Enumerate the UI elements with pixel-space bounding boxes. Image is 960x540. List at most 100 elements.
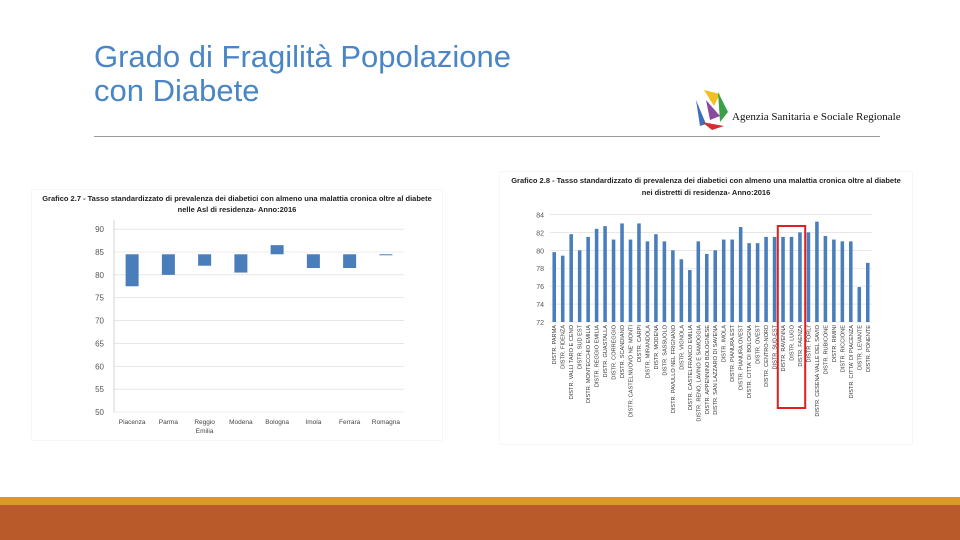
chart2-bar — [560, 255, 565, 322]
chart2-ytick-label: 74 — [536, 302, 544, 309]
chart2-bar — [603, 226, 607, 322]
chart2-highlight-box — [776, 225, 807, 409]
chart2-xtick-label: DISTR. PAVULLO NEL FRIGNANO — [671, 324, 677, 413]
chart2-xtick-label: DISTR. CESENA VALLE DEL SAVIO — [815, 324, 821, 416]
chart1-xtick-label: Piacenza — [119, 419, 146, 426]
chart2-ytick-label: 78 — [536, 266, 544, 273]
chart2-xtick-label: DISTR. CENTRO-NORD — [764, 325, 770, 387]
chart2-bar — [611, 239, 616, 322]
chart2-xtick-label: DISTR. SUD-EST — [773, 324, 779, 369]
chart2-bar — [764, 236, 768, 322]
chart2-bar — [772, 236, 777, 322]
chart2-bar — [654, 234, 658, 322]
chart2-xtick-label: DISTR. CORREGGIO — [612, 324, 618, 379]
chart1-bar — [161, 254, 175, 275]
chart1-xtick-label: Bologna — [265, 419, 289, 426]
agency-name: Agenzia Sanitaria e Sociale Regionale — [732, 111, 901, 123]
chart1-ytick-label: 75 — [95, 294, 104, 303]
chart2-xtick-label: DISTR. SAN LAZZARO DI SAVENA — [713, 325, 719, 415]
chart2-subtitle: nei distretti di residenza- Anno:2016 — [641, 188, 771, 197]
chart2-xtick-label: DISTR. CITTA' DI BOLOGNA — [747, 325, 753, 398]
chart2-bar — [628, 239, 633, 322]
slide-title-line1: Grado di Fragilità Popolazione — [94, 39, 512, 74]
chart2-bar — [552, 252, 557, 322]
chart2-bar — [637, 223, 641, 322]
chart2-xtick-label: DISTR. PARMA — [552, 325, 558, 365]
chart2-xtick-label: DISTR. CITTA' DI PIACENZA — [849, 325, 855, 399]
chart2-bar — [789, 236, 794, 322]
chart2-bar — [679, 259, 684, 322]
chart2-xtick-label: DISTR. MODENA — [654, 325, 660, 370]
chart2-xtick-label: DISTR. VALLI TARO E CENO — [569, 324, 575, 399]
chart2-title: Grafico 2.8 - Tasso standardizzato di pr… — [511, 176, 901, 185]
chart2-xtick-label: DISTR. LUGO — [790, 324, 796, 360]
chart1-subtitle: nelle Asl di residenza- Anno:2016 — [177, 205, 297, 214]
chart1-xtick-label: Parma — [159, 419, 179, 426]
chart2-svg: 72 74 76 78 80 82 84 DISTR. PARMA DISTR. FIDENZA… — [536, 212, 872, 422]
chart2-xtick-label: DISTR. RIMINI — [832, 325, 838, 363]
chart1-xtick-label: Ferrara — [339, 419, 361, 426]
chart2-xtick-label: DISTR. SUD EST — [578, 324, 584, 369]
chart2-xtick-label: DISTR. RUBICONE — [823, 325, 829, 375]
chart1-bar — [379, 254, 393, 256]
chart2-xtick-label: DISTR. CARPI — [637, 325, 643, 362]
chart2-bar — [823, 235, 828, 322]
chart2-bar — [840, 241, 845, 322]
chart2-xtick-label: DISTR. RAVENNA — [781, 325, 787, 372]
chart1-xtick-label: Romagna — [372, 419, 401, 426]
chart2-bar — [586, 236, 590, 322]
chart2-bar — [798, 232, 802, 322]
footer-accent-line — [0, 497, 960, 505]
chart2-bar — [747, 243, 751, 322]
chart2-xtick-label: DISTR. FIDENZA — [561, 325, 567, 369]
chart2-xtick-label: DISTR. PIANURA OVEST — [739, 324, 745, 390]
chart2-ytick-label: 80 — [536, 248, 544, 255]
chart2-bar — [645, 241, 650, 322]
chart2-bar — [713, 250, 718, 322]
chart2-xtick-label: DISTR. PIANURA EST — [730, 324, 736, 381]
chart2-ytick-label: 84 — [536, 212, 544, 219]
chart2-bar — [721, 239, 726, 322]
chart1-ytick-label: 50 — [95, 408, 104, 417]
chart2-xtick-label: DISTR. CASTELFRANCO EMILIA — [688, 325, 694, 410]
chart2-ytick-label: 76 — [536, 284, 544, 291]
chart1-xtick-label: Imola — [305, 419, 321, 426]
chart1-bar — [270, 245, 284, 255]
chart2-bar — [688, 270, 692, 322]
chart2-bar — [569, 234, 573, 322]
chart2-bar — [857, 287, 862, 322]
chart1-xtick-label: Modena — [229, 419, 253, 426]
chart2-xtick-label: DISTR. IMOLA — [722, 325, 728, 363]
chart1-ytick-label: 90 — [95, 225, 104, 234]
chart2-ytick-label: 82 — [536, 230, 544, 237]
chart2-bar — [671, 250, 675, 322]
chart2-xtick-label: DISTR. CASTELNUOVO NE' MONTI — [629, 325, 635, 418]
chart2-xtick-label: DISTR. MIRANDOLA — [645, 325, 651, 378]
chart-asl-panel: Grafico 2.7 - Tasso standardizzato di pr… — [32, 190, 442, 440]
chart1-xtick-label: Reggio — [194, 419, 215, 426]
chart1-ytick-label: 65 — [95, 339, 104, 348]
chart2-bar — [662, 241, 667, 322]
chart2-bar — [832, 239, 836, 322]
chart2-bar — [620, 223, 624, 322]
chart2-xtick-label: DISTR. SASSUOLO — [662, 324, 668, 375]
slide-title-line2: con Diabete — [94, 73, 260, 108]
chart1-bar — [125, 254, 139, 287]
chart1-bar — [234, 254, 248, 273]
chart1-bar — [343, 254, 357, 268]
chart1-title: Grafico 2.7 - Tasso standardizzato di pr… — [42, 194, 432, 203]
chart2-bar — [577, 250, 582, 322]
chart2-bar — [730, 239, 734, 322]
chart2-xtick-label: DISTR. APPENNINO BOLOGNESE — [705, 325, 711, 414]
chart1-bar — [306, 254, 320, 268]
chart1-xtick-label: Emilia — [196, 428, 214, 435]
agency-logo-icon — [696, 90, 728, 130]
chart2-ytick-label: 72 — [536, 320, 544, 327]
chart1-ytick-label: 70 — [95, 317, 104, 326]
chart2-bar — [806, 232, 811, 322]
chart2-xtick-label: DISTR. PONENTE — [866, 325, 872, 372]
footer-band — [0, 505, 960, 540]
chart2-xtick-label: DISTR. REGGIO EMILIA — [595, 325, 601, 387]
chart2-xtick-label: DISTR. VIGNOLA — [679, 325, 685, 370]
chart2-bar — [865, 262, 870, 322]
